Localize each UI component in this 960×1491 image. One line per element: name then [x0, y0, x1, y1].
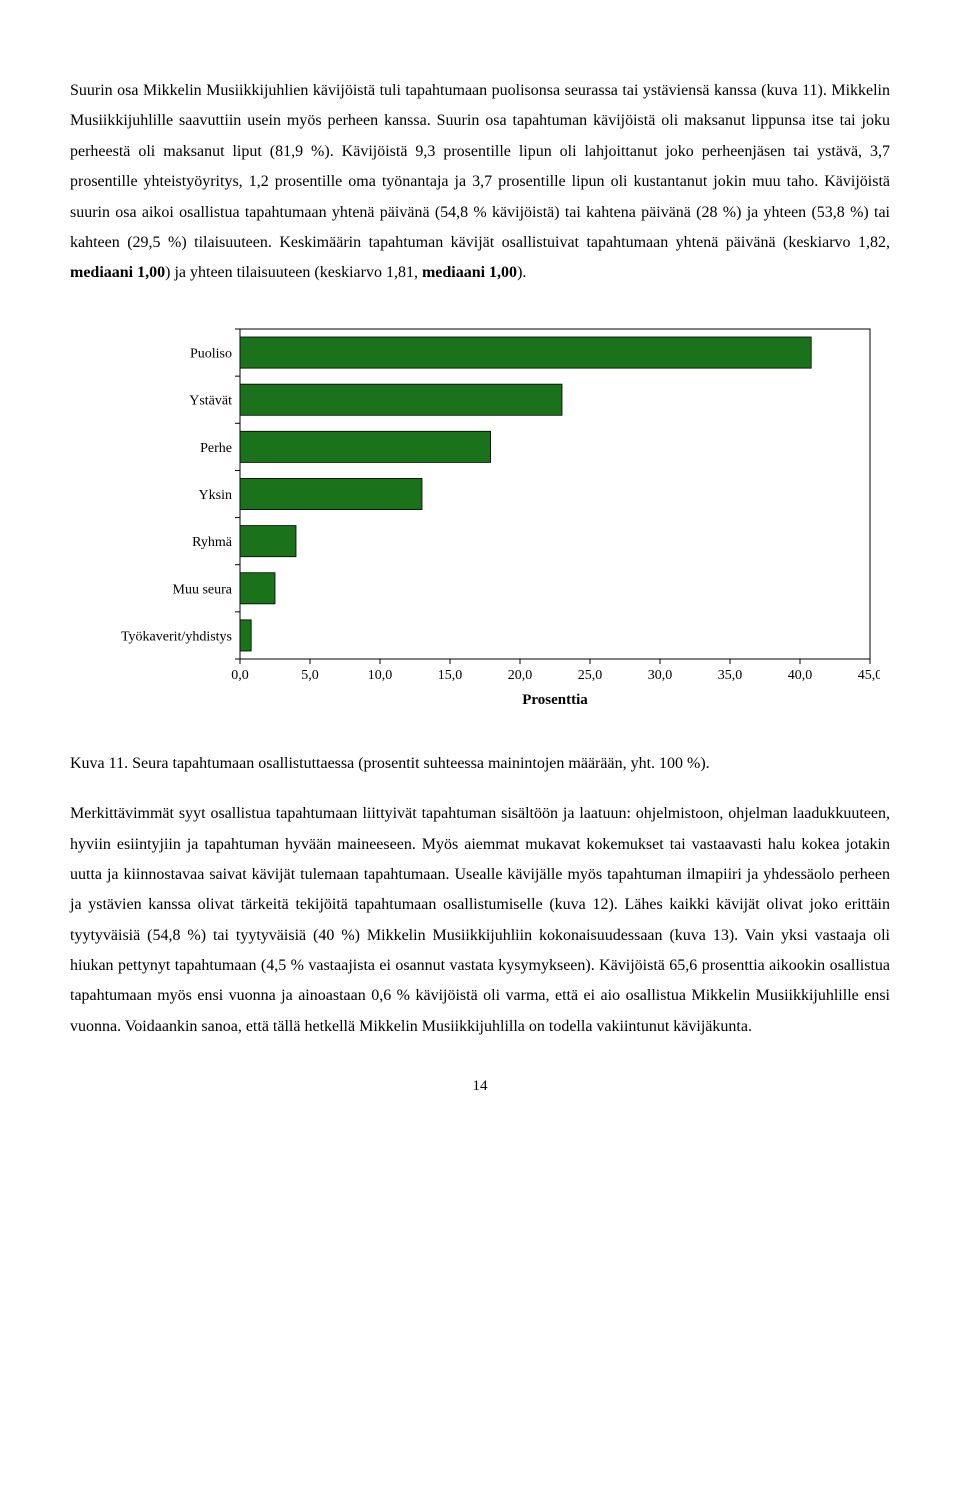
paragraph-1: Suurin osa Mikkelin Musiikkijuhlien kävi… [70, 76, 890, 289]
para1-text: Suurin osa Mikkelin Musiikkijuhlien kävi… [70, 82, 890, 251]
svg-text:Perhe: Perhe [200, 441, 232, 456]
para1-mid: ) ja yhteen tilaisuuteen (keskiarvo 1,81… [165, 264, 422, 281]
svg-text:15,0: 15,0 [438, 668, 463, 683]
svg-text:Työkaverit/yhdistys: Työkaverit/yhdistys [121, 629, 232, 644]
paragraph-2: Merkittävimmät syyt osallistua tapahtuma… [70, 799, 890, 1042]
svg-text:5,0: 5,0 [301, 668, 319, 683]
svg-text:Ystävät: Ystävät [189, 393, 232, 408]
para1-bold2: mediaani 1,00 [422, 264, 517, 281]
svg-text:35,0: 35,0 [718, 668, 743, 683]
svg-text:20,0: 20,0 [508, 668, 533, 683]
svg-text:Puoliso: Puoliso [190, 346, 232, 361]
svg-text:25,0: 25,0 [578, 668, 603, 683]
para1-bold1: mediaani 1,00 [70, 264, 165, 281]
svg-text:30,0: 30,0 [648, 668, 673, 683]
svg-text:Prosenttia: Prosenttia [522, 692, 588, 708]
svg-text:Ryhmä: Ryhmä [192, 535, 233, 550]
svg-text:40,0: 40,0 [788, 668, 813, 683]
svg-text:0,0: 0,0 [231, 668, 249, 683]
page-number: 14 [70, 1072, 890, 1101]
figure-caption: Kuva 11. Seura tapahtumaan osallistuttae… [70, 749, 890, 779]
svg-text:Muu seura: Muu seura [173, 582, 233, 597]
svg-text:Yksin: Yksin [199, 488, 232, 503]
svg-text:45,0: 45,0 [858, 668, 880, 683]
para1-end: ). [517, 264, 526, 281]
chart-container: 0,0 5,0 10,0 15,0 20,0 25,0 30,0 35,0 40,0 45,0 Pu… [100, 319, 890, 719]
svg-text:10,0: 10,0 [368, 668, 393, 683]
companion-bar-chart: 0,0 5,0 10,0 15,0 20,0 25,0 30,0 35,0 40,0 45,0 Pu… [100, 319, 880, 719]
